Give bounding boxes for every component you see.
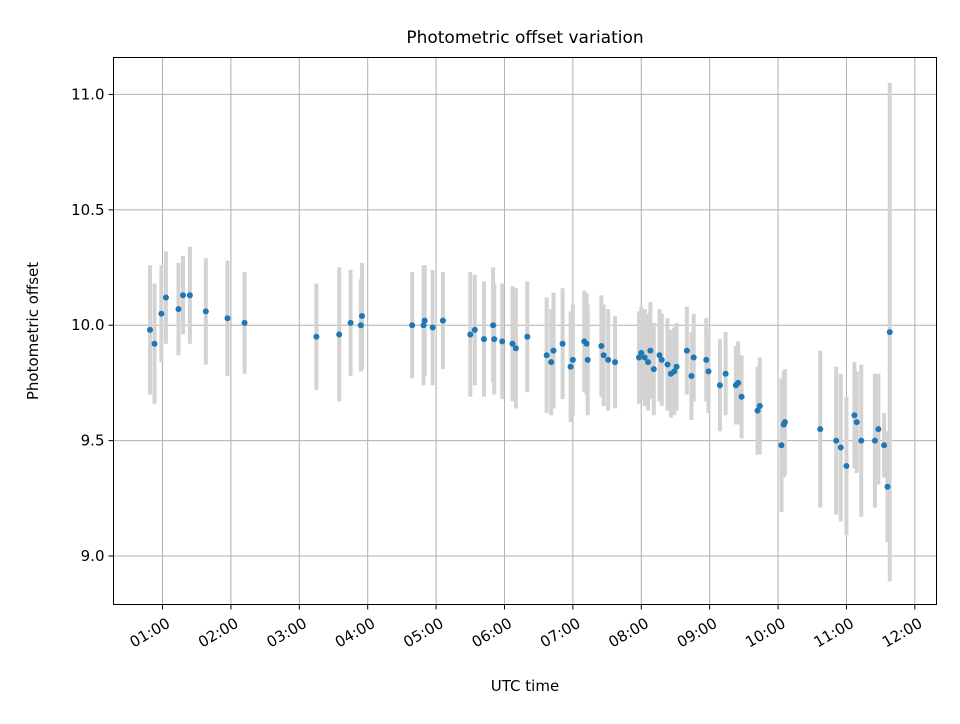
data-point bbox=[175, 306, 182, 313]
data-point bbox=[647, 347, 654, 354]
data-point bbox=[671, 368, 678, 375]
data-point bbox=[683, 347, 690, 354]
data-point bbox=[673, 363, 680, 370]
data-point bbox=[690, 354, 697, 361]
y-tick-label: 9.0 bbox=[81, 547, 105, 565]
y-tick-label: 9.5 bbox=[81, 432, 105, 450]
data-point bbox=[716, 382, 723, 389]
data-points bbox=[146, 292, 893, 490]
grid bbox=[113, 57, 937, 605]
data-point bbox=[567, 363, 574, 370]
data-point bbox=[491, 336, 498, 343]
chart-title: Photometric offset variation bbox=[406, 28, 643, 48]
data-point bbox=[548, 359, 555, 366]
data-point bbox=[467, 331, 474, 338]
y-tick-label: 11.0 bbox=[71, 85, 104, 103]
data-point bbox=[358, 312, 365, 319]
data-point bbox=[512, 345, 519, 352]
data-point bbox=[480, 336, 487, 343]
data-point bbox=[569, 356, 576, 363]
data-point bbox=[429, 324, 436, 331]
data-point bbox=[146, 326, 153, 333]
data-point bbox=[224, 315, 231, 322]
data-point bbox=[509, 340, 516, 347]
data-point bbox=[851, 412, 858, 419]
data-point bbox=[313, 333, 320, 340]
data-point bbox=[875, 426, 882, 433]
data-point bbox=[688, 373, 695, 380]
data-point bbox=[658, 356, 665, 363]
data-point bbox=[524, 333, 531, 340]
data-point bbox=[656, 352, 663, 359]
data-point bbox=[738, 393, 745, 400]
data-point bbox=[600, 352, 607, 359]
data-point bbox=[584, 356, 591, 363]
data-point bbox=[612, 359, 619, 366]
data-point bbox=[158, 310, 165, 317]
data-point bbox=[817, 426, 824, 433]
data-point bbox=[151, 340, 158, 347]
data-point bbox=[409, 322, 416, 329]
data-point bbox=[754, 407, 761, 414]
data-point bbox=[871, 437, 878, 444]
data-point bbox=[635, 354, 642, 361]
data-point bbox=[638, 349, 645, 356]
data-point bbox=[583, 340, 590, 347]
data-point bbox=[543, 352, 550, 359]
data-point bbox=[421, 317, 428, 324]
data-point bbox=[881, 442, 888, 449]
data-point bbox=[336, 331, 343, 338]
data-point bbox=[781, 419, 788, 426]
data-point bbox=[884, 483, 891, 490]
y-tick-label: 10.0 bbox=[71, 316, 104, 334]
data-point bbox=[186, 292, 193, 299]
data-point bbox=[420, 322, 427, 329]
data-point bbox=[202, 308, 209, 315]
data-point bbox=[180, 292, 187, 299]
data-point bbox=[705, 368, 712, 375]
data-point bbox=[162, 294, 169, 301]
data-point bbox=[735, 379, 742, 386]
data-point bbox=[559, 340, 566, 347]
data-point bbox=[650, 366, 657, 373]
data-point bbox=[722, 370, 729, 377]
data-point bbox=[598, 343, 605, 350]
data-point bbox=[605, 356, 612, 363]
data-point bbox=[471, 326, 478, 333]
y-tick-label: 10.5 bbox=[71, 201, 104, 219]
data-point bbox=[778, 442, 785, 449]
data-point bbox=[645, 359, 652, 366]
data-point bbox=[439, 317, 446, 324]
data-point bbox=[664, 361, 671, 368]
data-point bbox=[347, 319, 354, 326]
data-point bbox=[357, 322, 364, 329]
x-axis-label: UTC time bbox=[491, 677, 559, 695]
data-point bbox=[490, 322, 497, 329]
y-axis: 9.0 9.5 10.0 10.5 11.0 bbox=[71, 85, 114, 565]
data-point bbox=[837, 444, 844, 451]
data-point bbox=[886, 329, 893, 336]
data-point bbox=[550, 347, 557, 354]
data-point bbox=[853, 419, 860, 426]
data-point bbox=[833, 437, 840, 444]
data-point bbox=[241, 319, 248, 326]
data-point bbox=[858, 437, 865, 444]
data-point bbox=[843, 463, 850, 470]
data-point bbox=[756, 403, 763, 410]
y-axis-label: Photometric offset bbox=[24, 262, 42, 400]
data-point bbox=[641, 354, 648, 361]
data-point bbox=[703, 356, 710, 363]
data-point bbox=[499, 338, 506, 345]
plot-frame bbox=[113, 57, 937, 605]
